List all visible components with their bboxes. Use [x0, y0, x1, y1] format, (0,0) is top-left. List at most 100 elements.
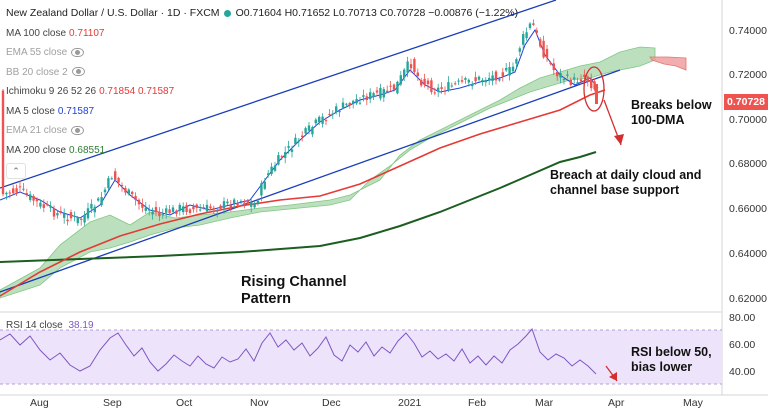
legend-row[interactable]: EMA 21 close [6, 121, 518, 141]
candle-body [212, 207, 215, 210]
collapse-legend-button[interactable]: ⌃ [6, 163, 26, 179]
candle-body [440, 87, 443, 89]
legend-row[interactable]: MA 100 close 0.71107 [6, 24, 518, 44]
candle-body [358, 102, 362, 104]
candle-body [256, 200, 260, 204]
break-highlight-ellipse [583, 66, 605, 112]
candle-body [144, 207, 147, 211]
candle-body [250, 202, 253, 207]
candle-body [195, 204, 198, 208]
candle-body [464, 78, 467, 80]
candle-body [5, 192, 8, 195]
time-tick: Nov [250, 397, 269, 409]
rsi-legend: RSI 14 close 38.19 [6, 320, 94, 331]
hidden-eye-icon[interactable] [71, 67, 85, 77]
candles-group [1, 19, 598, 226]
candle-body [396, 81, 399, 94]
candle-body [46, 204, 49, 206]
hidden-eye-icon[interactable] [71, 125, 85, 135]
candle-body [508, 67, 511, 76]
time-tick: Sep [103, 397, 122, 409]
time-tick: Mar [535, 397, 554, 409]
candle-body [379, 87, 382, 99]
legend-value: 0.71854 0.71587 [99, 86, 175, 97]
candle-body [477, 76, 481, 80]
breakdown-candle [595, 84, 598, 104]
candle-body [556, 71, 559, 77]
last-price-tag: 0.70728 [724, 94, 768, 110]
candle-body [185, 205, 188, 212]
candle-body [386, 90, 389, 92]
legend-row[interactable]: MA 200 close 0.68551 [6, 141, 518, 161]
candle-body [202, 207, 205, 209]
candle-body [423, 78, 426, 85]
candle-body [304, 128, 307, 134]
price-axis[interactable]: 0.74000 0.72000 0.70000 0.68000 0.66000 … [729, 25, 767, 305]
candle-body [83, 214, 86, 223]
candle-body [450, 85, 453, 87]
candle-body [437, 87, 440, 92]
candle-body [409, 64, 413, 69]
ohlc-values: O0.71604 H0.71652 L0.70713 C0.70728 −0.0… [235, 7, 519, 19]
candle-body [481, 79, 484, 81]
candle-body [593, 81, 596, 90]
hidden-eye-icon[interactable] [71, 47, 85, 57]
symbol-title[interactable]: New Zealand Dollar / U.S. Dollar · 1D · … [6, 7, 220, 19]
legend-row[interactable]: EMA 55 close [6, 43, 518, 63]
candle-body [18, 186, 22, 188]
candle-body [576, 82, 579, 84]
candle-body [433, 92, 436, 94]
candle-body [52, 208, 56, 217]
candle-body [100, 197, 103, 206]
candle-body [199, 209, 202, 211]
candle-body [171, 207, 175, 212]
candle-body [501, 72, 504, 77]
legend-row[interactable]: MA 5 close 0.71587 [6, 102, 518, 122]
candle-body [273, 165, 277, 171]
candle-body [590, 78, 593, 89]
legend-row[interactable]: BB 20 close 2 [6, 63, 518, 83]
candle-body [253, 204, 256, 208]
candle-body [518, 48, 521, 52]
candle-body [552, 63, 555, 71]
candle-body [542, 40, 545, 58]
candle-body [416, 72, 419, 77]
price-tick: 0.72000 [729, 69, 767, 81]
time-tick: Feb [468, 397, 486, 409]
candle-body [549, 62, 552, 64]
rsi-arrow-head [609, 372, 617, 381]
candle-body [216, 210, 219, 212]
candle-body [69, 212, 73, 219]
rsi-axis[interactable]: 80.00 60.00 40.00 [729, 312, 755, 378]
candle-body [165, 208, 168, 213]
candle-body [484, 79, 487, 83]
ma200-line [0, 151, 597, 263]
price-tick: 0.68000 [729, 158, 767, 170]
legend-label: Ichimoku 9 26 52 26 [6, 86, 97, 97]
candle-body [284, 152, 287, 158]
candle-body [182, 206, 185, 213]
annotation-channel: Rising Channel Pattern [241, 274, 347, 307]
candle-body [219, 205, 222, 209]
candle-body [324, 120, 328, 122]
candle-body [447, 82, 450, 91]
time-tick: May [683, 397, 704, 409]
time-axis[interactable]: Aug Sep Oct Nov Dec 2021 Feb Mar Apr May [30, 397, 704, 409]
candle-body [49, 205, 52, 208]
candle-body [579, 79, 583, 82]
candle-body [103, 189, 107, 193]
rsi-line [0, 328, 597, 375]
candle-body [420, 79, 423, 86]
rsi-legend-label[interactable]: RSI 14 close [6, 320, 63, 331]
candle-body [311, 127, 314, 135]
legend-row[interactable]: Ichimoku 9 26 52 26 0.71854 0.71587 [6, 82, 518, 102]
bearish-arrow-head [614, 134, 624, 145]
candle-body [341, 102, 345, 108]
ma100-line [0, 89, 606, 297]
candle-body [178, 204, 181, 211]
candle-body [192, 206, 195, 210]
candle-body [389, 85, 392, 87]
candle-body [151, 211, 154, 215]
candle-body [287, 146, 290, 148]
